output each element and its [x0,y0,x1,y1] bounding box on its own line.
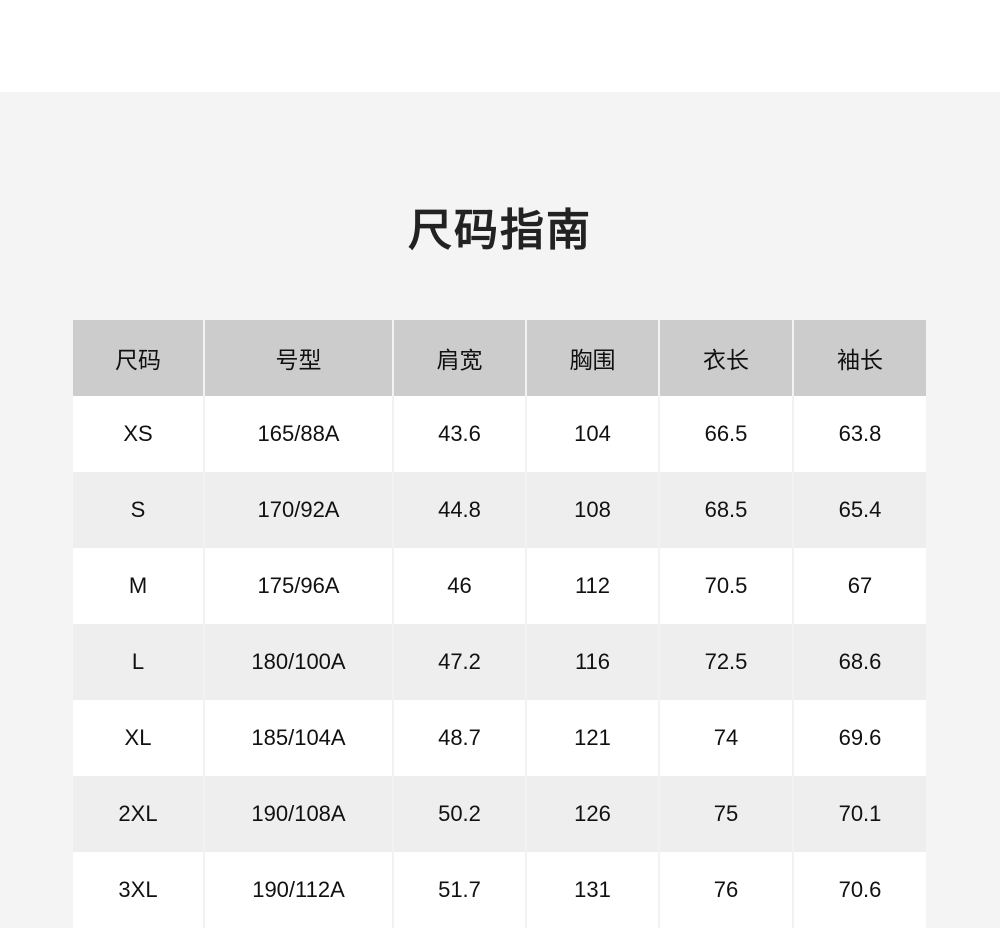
table-row: 3XL 190/112A 51.7 131 76 70.6 [73,852,926,928]
table-cell: 3XL [73,852,205,928]
table-cell: 65.4 [792,472,926,548]
top-blank-area [0,0,1000,92]
size-table: 尺码 号型 肩宽 胸围 衣长 袖长 XS 165/88A 43.6 104 66.5 63.8 S 17… [73,320,926,928]
table-cell: 175/96A [203,548,394,624]
table-row: XS 165/88A 43.6 104 66.5 63.8 [73,396,926,472]
table-cell: M [73,548,205,624]
table-cell: 190/112A [203,852,394,928]
table-cell: 76 [658,852,794,928]
table-cell: 104 [525,396,660,472]
table-cell: 72.5 [658,624,794,700]
table-cell: 43.6 [392,396,527,472]
table-cell: 66.5 [658,396,794,472]
table-row: XL 185/104A 48.7 121 74 69.6 [73,700,926,776]
table-cell: 112 [525,548,660,624]
table-cell: 74 [658,700,794,776]
table-cell: XS [73,396,205,472]
table-cell: 67 [792,548,926,624]
table-cell: 165/88A [203,396,394,472]
table-cell: 51.7 [392,852,527,928]
table-cell: 131 [525,852,660,928]
table-row: M 175/96A 46 112 70.5 67 [73,548,926,624]
table-cell: XL [73,700,205,776]
table-row: S 170/92A 44.8 108 68.5 65.4 [73,472,926,548]
table-cell: 190/108A [203,776,394,852]
table-cell: L [73,624,205,700]
table-cell: 68.6 [792,624,926,700]
column-header: 衣长 [658,320,794,396]
table-cell: 2XL [73,776,205,852]
table-cell: 69.6 [792,700,926,776]
table-cell: 70.5 [658,548,794,624]
column-header: 号型 [203,320,394,396]
table-cell: 46 [392,548,527,624]
column-header: 肩宽 [392,320,527,396]
table-cell: 68.5 [658,472,794,548]
table-cell: S [73,472,205,548]
table-cell: 47.2 [392,624,527,700]
table-cell: 75 [658,776,794,852]
table-cell: 70.6 [792,852,926,928]
table-cell: 108 [525,472,660,548]
table-row: L 180/100A 47.2 116 72.5 68.6 [73,624,926,700]
table-cell: 44.8 [392,472,527,548]
table-cell: 185/104A [203,700,394,776]
table-cell: 48.7 [392,700,527,776]
column-header: 胸围 [525,320,660,396]
table-row: 2XL 190/108A 50.2 126 75 70.1 [73,776,926,852]
table-cell: 116 [525,624,660,700]
table-cell: 126 [525,776,660,852]
table-header-row: 尺码 号型 肩宽 胸围 衣长 袖长 [73,320,926,396]
page-title: 尺码指南 [408,206,592,255]
table-cell: 170/92A [203,472,394,548]
column-header: 袖长 [792,320,926,396]
table-cell: 121 [525,700,660,776]
table-cell: 70.1 [792,776,926,852]
table-cell: 180/100A [203,624,394,700]
table-cell: 50.2 [392,776,527,852]
table-cell: 63.8 [792,396,926,472]
column-header: 尺码 [73,320,205,396]
